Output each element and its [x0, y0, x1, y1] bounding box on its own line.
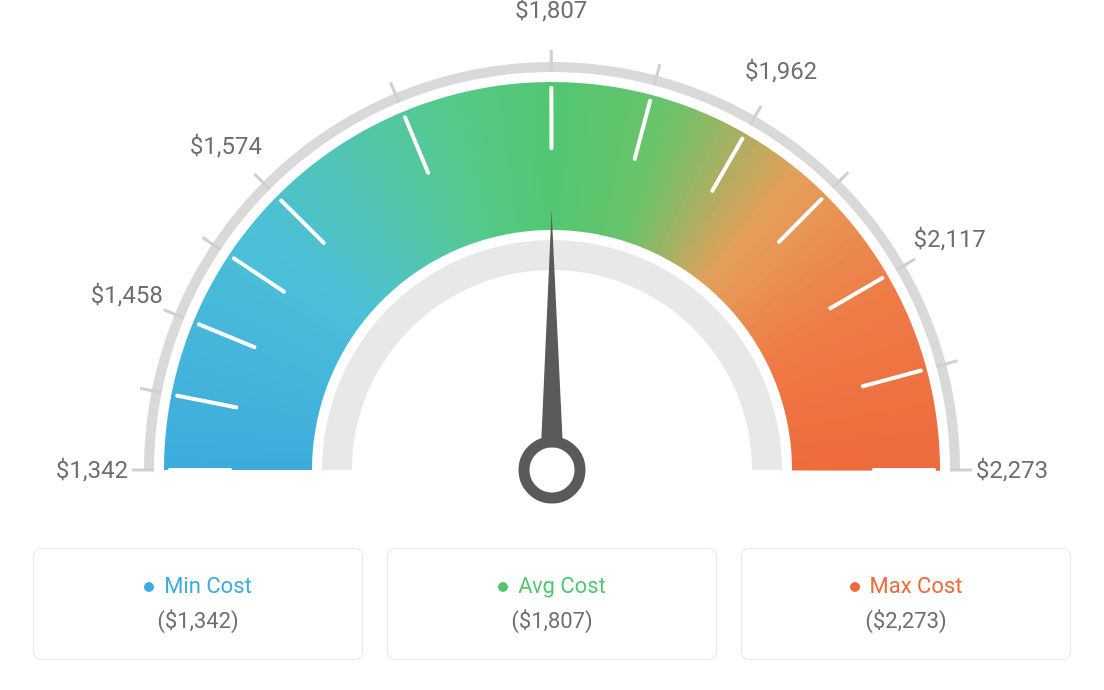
- card-title-text: Avg Cost: [518, 574, 606, 599]
- card-value: ($2,273): [865, 609, 946, 634]
- gauge-svg: [0, 0, 1104, 540]
- card-max-cost: Max Cost ($2,273): [741, 548, 1071, 660]
- gauge-chart: $1,342 $1,458 $1,574 $1,807 $1,962 $2,117 $2,2…: [0, 0, 1104, 540]
- card-title-text: Min Cost: [164, 574, 252, 599]
- card-avg-cost: Avg Cost ($1,807): [387, 548, 717, 660]
- gauge-tick-label: $1,458: [91, 281, 163, 309]
- dot-icon: [498, 582, 508, 592]
- card-value: ($1,807): [511, 609, 592, 634]
- gauge-tick-label: $1,574: [190, 132, 262, 160]
- gauge-tick-label: $2,117: [914, 225, 986, 253]
- card-min-cost: Min Cost ($1,342): [33, 548, 363, 660]
- dot-icon: [850, 582, 860, 592]
- gauge-tick-label: $1,807: [515, 0, 587, 24]
- gauge-tick-label: $1,342: [56, 456, 128, 484]
- card-title-text: Max Cost: [870, 574, 963, 599]
- card-title: Max Cost: [850, 574, 963, 599]
- card-value: ($1,342): [157, 609, 238, 634]
- gauge-tick-label: $1,962: [745, 57, 817, 85]
- card-title: Avg Cost: [498, 574, 606, 599]
- dot-icon: [144, 582, 154, 592]
- gauge-tick-label: $2,273: [976, 456, 1048, 484]
- legend-cards: Min Cost ($1,342) Avg Cost ($1,807) Max …: [33, 548, 1071, 660]
- card-title: Min Cost: [144, 574, 252, 599]
